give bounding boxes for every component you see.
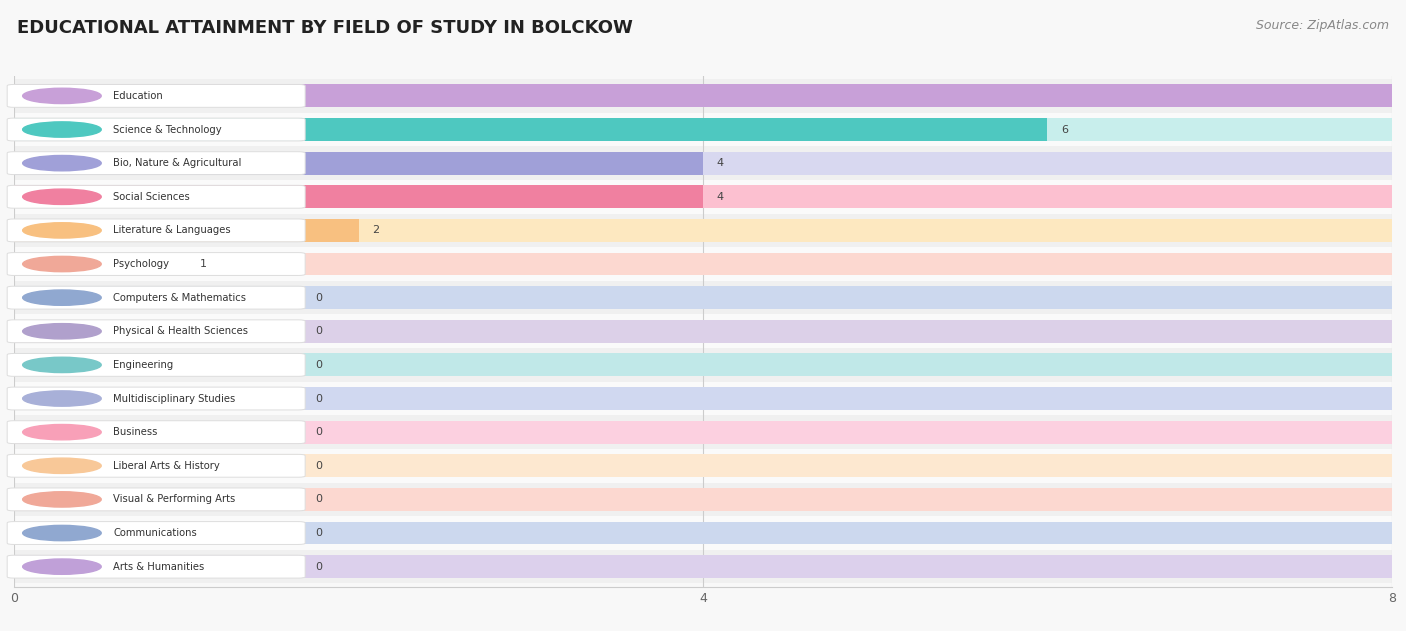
Text: EDUCATIONAL ATTAINMENT BY FIELD OF STUDY IN BOLCKOW: EDUCATIONAL ATTAINMENT BY FIELD OF STUDY…	[17, 19, 633, 37]
FancyBboxPatch shape	[7, 186, 305, 208]
Bar	[14, 213, 1392, 247]
Text: 0: 0	[315, 562, 322, 572]
FancyBboxPatch shape	[7, 488, 305, 511]
Bar	[14, 79, 1392, 113]
Bar	[14, 353, 1392, 376]
Text: Social Sciences: Social Sciences	[114, 192, 190, 202]
Bar	[14, 550, 1392, 584]
Text: 1: 1	[200, 259, 207, 269]
Bar	[14, 314, 1392, 348]
Text: 4: 4	[717, 158, 724, 168]
FancyBboxPatch shape	[7, 522, 305, 545]
Text: Engineering: Engineering	[114, 360, 173, 370]
FancyBboxPatch shape	[7, 353, 305, 376]
Circle shape	[22, 223, 101, 238]
Circle shape	[22, 425, 101, 440]
Bar	[14, 151, 1392, 175]
Text: 4: 4	[717, 192, 724, 202]
Circle shape	[22, 155, 101, 171]
FancyBboxPatch shape	[7, 151, 305, 175]
FancyBboxPatch shape	[7, 454, 305, 477]
FancyBboxPatch shape	[7, 387, 305, 410]
FancyBboxPatch shape	[7, 85, 305, 107]
Bar	[14, 252, 1392, 276]
Bar	[14, 387, 1392, 410]
Text: 0: 0	[315, 528, 322, 538]
Bar	[14, 118, 1047, 141]
Bar	[14, 421, 1392, 444]
Circle shape	[22, 458, 101, 473]
Text: Communications: Communications	[114, 528, 197, 538]
Text: 0: 0	[315, 360, 322, 370]
Bar	[14, 281, 1392, 314]
Text: Bio, Nature & Agricultural: Bio, Nature & Agricultural	[114, 158, 242, 168]
Bar	[14, 247, 1392, 281]
Text: Science & Technology: Science & Technology	[114, 124, 222, 134]
Text: Computers & Mathematics: Computers & Mathematics	[114, 293, 246, 303]
Bar	[14, 449, 1392, 483]
FancyBboxPatch shape	[7, 421, 305, 444]
Circle shape	[22, 492, 101, 507]
Bar	[14, 186, 1392, 208]
FancyBboxPatch shape	[7, 118, 305, 141]
Bar	[14, 454, 1392, 477]
Circle shape	[22, 256, 101, 272]
Text: 2: 2	[373, 225, 380, 235]
Bar	[14, 286, 1392, 309]
Bar	[14, 483, 1392, 516]
Circle shape	[22, 189, 101, 204]
Bar	[14, 382, 1392, 415]
Circle shape	[22, 559, 101, 574]
Bar	[14, 522, 1392, 545]
Bar	[14, 186, 703, 208]
Text: Liberal Arts & History: Liberal Arts & History	[114, 461, 219, 471]
Text: Education: Education	[114, 91, 163, 101]
Bar	[14, 85, 1392, 107]
Bar	[14, 348, 1392, 382]
Text: 0: 0	[315, 293, 322, 303]
FancyBboxPatch shape	[7, 252, 305, 276]
Text: 0: 0	[315, 326, 322, 336]
Text: Visual & Performing Arts: Visual & Performing Arts	[114, 495, 236, 504]
Text: Literature & Languages: Literature & Languages	[114, 225, 231, 235]
Bar	[14, 85, 1392, 107]
Bar	[14, 555, 1392, 578]
Bar	[14, 219, 359, 242]
Circle shape	[22, 122, 101, 137]
FancyBboxPatch shape	[7, 219, 305, 242]
Text: 6: 6	[1062, 124, 1069, 134]
Text: 0: 0	[315, 427, 322, 437]
Text: Psychology: Psychology	[114, 259, 169, 269]
Text: Physical & Health Sciences: Physical & Health Sciences	[114, 326, 249, 336]
Bar	[14, 516, 1392, 550]
Text: 0: 0	[315, 495, 322, 504]
Bar	[14, 113, 1392, 146]
Circle shape	[22, 391, 101, 406]
Bar	[14, 180, 1392, 213]
Circle shape	[22, 88, 101, 103]
FancyBboxPatch shape	[7, 286, 305, 309]
Text: 0: 0	[315, 394, 322, 404]
Bar	[14, 151, 703, 175]
Bar	[14, 146, 1392, 180]
Text: Business: Business	[114, 427, 157, 437]
Bar	[14, 415, 1392, 449]
Circle shape	[22, 357, 101, 372]
Bar	[14, 252, 186, 276]
Circle shape	[22, 290, 101, 305]
Circle shape	[22, 324, 101, 339]
Text: Arts & Humanities: Arts & Humanities	[114, 562, 204, 572]
FancyBboxPatch shape	[7, 320, 305, 343]
Bar	[14, 488, 1392, 511]
Circle shape	[22, 526, 101, 541]
Text: 0: 0	[315, 461, 322, 471]
Bar	[14, 118, 1392, 141]
Text: Multidisciplinary Studies: Multidisciplinary Studies	[114, 394, 236, 404]
FancyBboxPatch shape	[7, 555, 305, 578]
Bar	[14, 320, 1392, 343]
Text: Source: ZipAtlas.com: Source: ZipAtlas.com	[1256, 19, 1389, 32]
Bar	[14, 219, 1392, 242]
